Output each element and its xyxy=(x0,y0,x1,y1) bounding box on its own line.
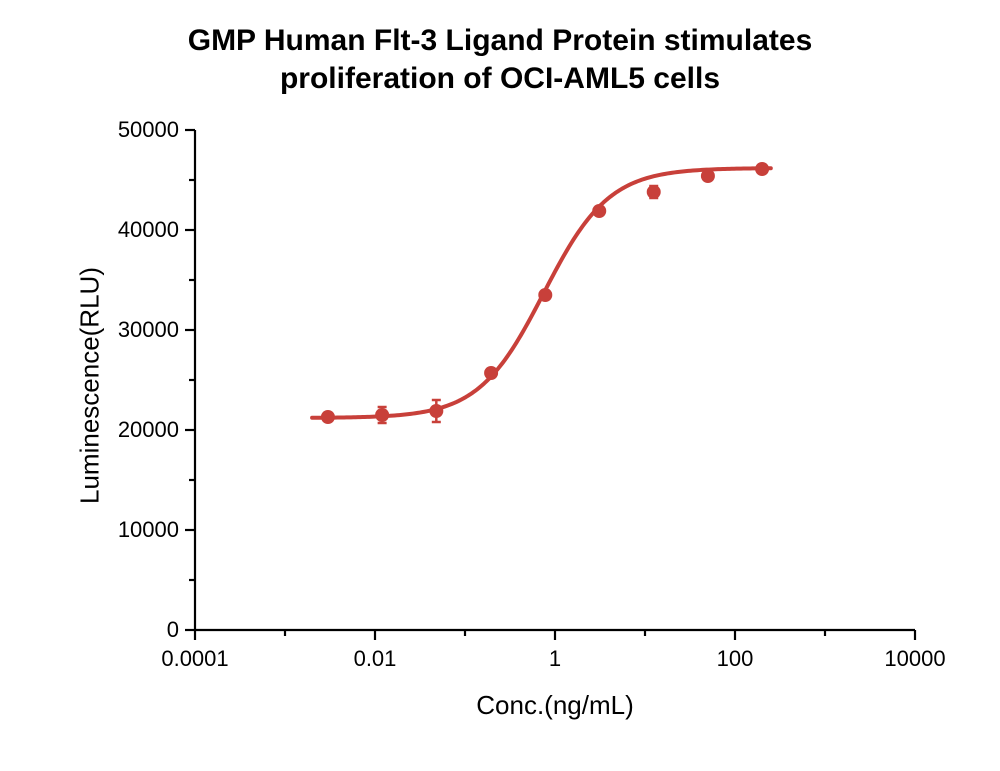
x-tick-label: 1 xyxy=(495,646,615,672)
x-tick-label: 0.01 xyxy=(315,646,435,672)
y-axis-label: Luminescence(RLU) xyxy=(75,261,106,511)
y-tick-label: 40000 xyxy=(118,217,179,243)
y-tick-label: 10000 xyxy=(118,517,179,543)
y-tick-label: 0 xyxy=(167,617,179,643)
chart-container: GMP Human Flt-3 Ligand Protein stimulate… xyxy=(0,0,1000,771)
y-tick-label: 30000 xyxy=(118,317,179,343)
x-tick-label: 0.0001 xyxy=(135,646,255,672)
x-axis-label: Conc.(ng/mL) xyxy=(195,690,915,721)
x-tick-label: 100 xyxy=(675,646,795,672)
y-tick-label: 20000 xyxy=(118,417,179,443)
x-tick-label: 10000 xyxy=(855,646,975,672)
y-tick-label: 50000 xyxy=(118,117,179,143)
